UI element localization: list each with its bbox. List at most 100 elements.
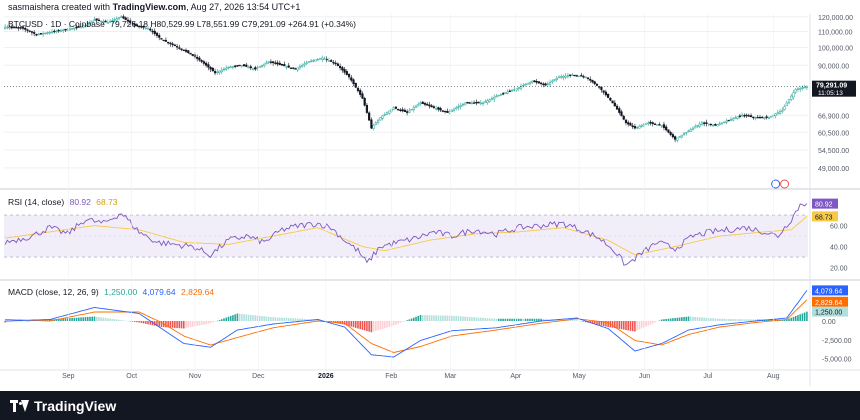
tradingview-logo[interactable]: TradingView — [10, 398, 116, 414]
candle — [497, 94, 500, 97]
candle-body — [115, 18, 118, 21]
candle — [347, 73, 351, 80]
macd-legend[interactable]: MACD (close, 12, 26, 9) 1,250.00 4,079.6… — [8, 287, 214, 297]
candle-body — [323, 58, 326, 60]
candle-body — [586, 77, 590, 79]
candle-body — [481, 102, 485, 104]
candle-body — [24, 28, 27, 30]
candle-body — [50, 31, 54, 34]
candle-body — [388, 110, 391, 114]
macd-hist-bar — [379, 321, 382, 330]
candle — [19, 27, 22, 30]
candle — [569, 74, 572, 78]
macd-hist-bar — [437, 315, 440, 321]
macd-hist-bar — [174, 321, 176, 328]
macd-hist-bar — [270, 317, 272, 321]
candle — [274, 60, 277, 65]
candle — [575, 74, 578, 77]
candle — [562, 74, 565, 81]
macd-hist-bar — [399, 321, 402, 323]
candle — [729, 116, 733, 122]
candle — [560, 74, 563, 80]
candle — [604, 89, 607, 97]
candle-body — [497, 94, 500, 97]
candle-body — [658, 124, 661, 126]
macd-hist-bar — [198, 321, 201, 326]
candle — [734, 115, 737, 119]
candle — [102, 19, 105, 25]
candle-body — [62, 29, 65, 31]
candle — [167, 41, 170, 45]
rsi-value-tag — [812, 198, 838, 209]
rsi-legend[interactable]: RSI (14, close) 80.92 68.73 — [8, 197, 118, 207]
candle-body — [30, 31, 34, 33]
macd-hist-bar — [538, 318, 540, 321]
candle-body — [79, 26, 83, 29]
candle — [184, 48, 188, 53]
candle — [71, 27, 74, 30]
candle-body — [526, 82, 529, 85]
macd-hist-bar — [734, 319, 737, 321]
candle-body — [218, 70, 221, 73]
candle — [792, 89, 795, 100]
candle — [727, 119, 730, 122]
candle — [359, 88, 362, 98]
candle-body — [542, 83, 545, 86]
candle — [412, 105, 415, 113]
candle — [336, 62, 339, 67]
macd-hist-bar — [419, 315, 422, 321]
candle — [50, 29, 54, 35]
macd-hist-bar — [622, 321, 625, 330]
candle-body — [546, 83, 549, 85]
candle — [365, 102, 369, 115]
credit-site[interactable]: TradingView.com — [112, 2, 187, 12]
chart-svg[interactable]: 49,000.00 54,500.00 60,500.00 66,900.00 90,0… — [0, 0, 860, 391]
price-tick-label: 90,000.00 — [818, 63, 849, 70]
macd-hist-bar — [136, 321, 138, 323]
candle-body — [562, 76, 565, 78]
macd-hist-bar — [466, 316, 469, 321]
macd-value-label: 4,079.64 — [815, 288, 842, 295]
macd-hist-bar — [406, 320, 408, 321]
macd-hist-bar — [640, 321, 643, 329]
candle — [414, 104, 418, 108]
event-flag-icon — [780, 179, 790, 189]
candle-body — [151, 30, 154, 33]
candle — [106, 19, 109, 24]
candle — [285, 65, 288, 70]
macd-hist-bar — [656, 321, 659, 322]
price-tick-label: 60,500.00 — [818, 130, 849, 137]
candle — [73, 27, 76, 32]
macd-hist-bar — [614, 321, 616, 329]
candle — [406, 109, 409, 116]
candle-body — [705, 122, 708, 124]
candle — [486, 98, 489, 105]
candle-body — [504, 92, 507, 94]
macd-hist-bar — [410, 318, 413, 321]
macd-hist-bar — [156, 321, 158, 327]
macd-hist-bar — [62, 318, 64, 321]
candle-body — [761, 116, 764, 119]
countdown-label: 11:05:13 — [818, 90, 843, 97]
macd-hist-bar — [504, 318, 507, 321]
price-legend[interactable]: BTCUSD · 1D · Coinbase 79,726.18 H80,529… — [8, 19, 356, 29]
candle — [441, 109, 444, 113]
candle — [238, 64, 241, 67]
candle-body — [758, 117, 762, 119]
candle-body — [473, 102, 476, 104]
macd-hist-bar — [171, 321, 174, 328]
macd-hist-bar — [446, 315, 449, 321]
candle-body — [254, 67, 257, 70]
candle — [220, 67, 223, 75]
candle — [330, 59, 333, 62]
macd-hist-bar — [254, 315, 257, 321]
candle-body — [607, 93, 610, 98]
candle — [108, 18, 112, 23]
candle — [124, 16, 127, 21]
candle-body — [689, 129, 692, 132]
hist-value-label: 1,250.00 — [815, 310, 842, 317]
candle — [399, 108, 402, 112]
candle-body — [432, 106, 436, 108]
candle-body — [674, 136, 677, 140]
candle-body — [231, 66, 235, 68]
